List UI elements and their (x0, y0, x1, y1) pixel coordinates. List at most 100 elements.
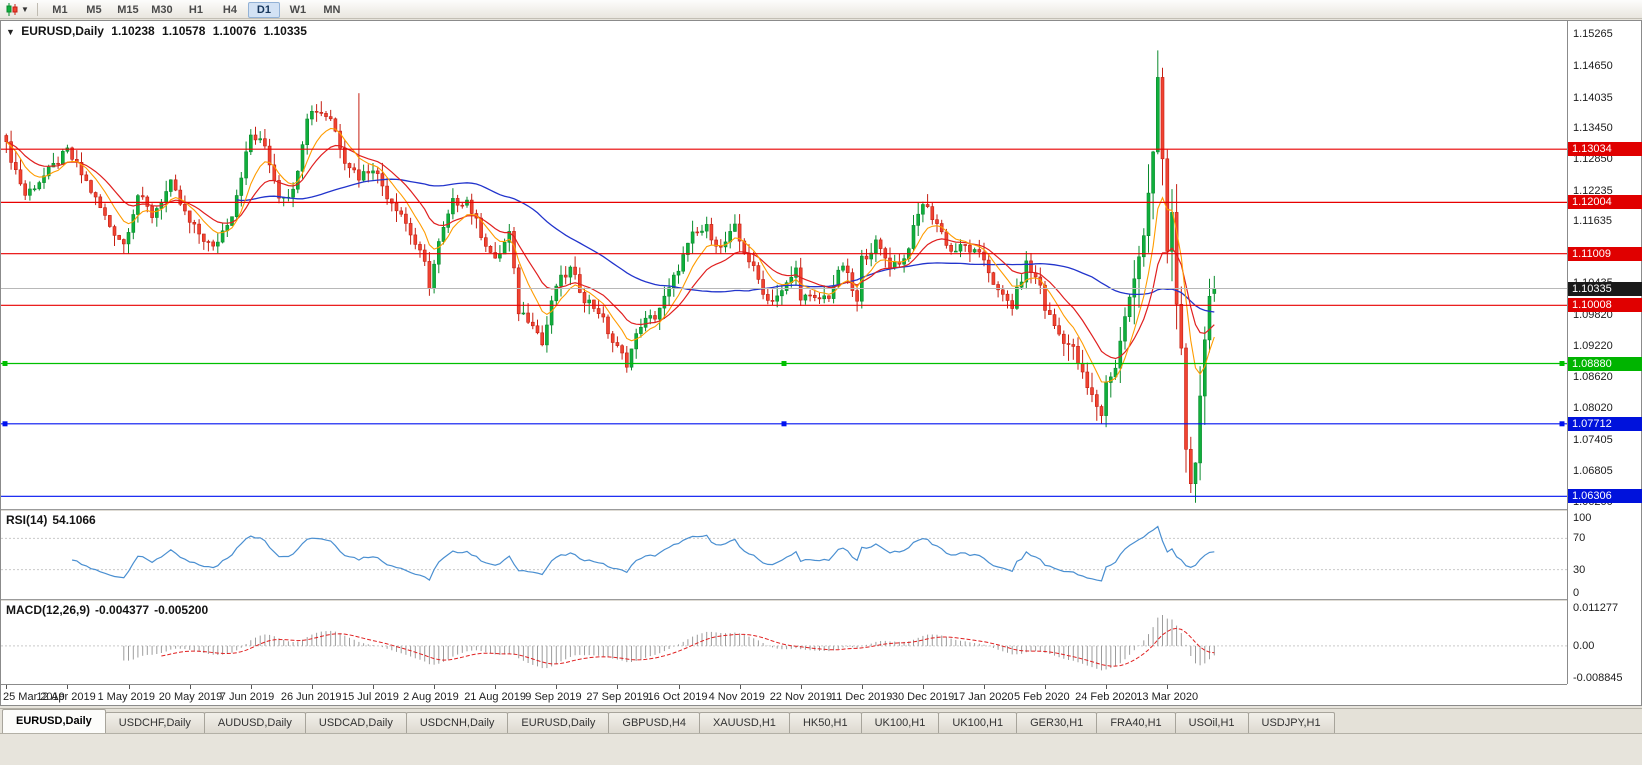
chart-window: ▼ EURUSD,Daily 1.10238 1.10578 1.10076 1… (0, 20, 1642, 706)
timeframe-button-h1[interactable]: H1 (188, 4, 203, 16)
ohlc-close: 1.10335 (263, 24, 307, 38)
date-tick (495, 685, 497, 689)
date-tick (67, 685, 69, 689)
chart-tab[interactable]: EURUSD,Daily (507, 712, 610, 733)
line-handle[interactable] (781, 361, 787, 366)
macd-signal-value: -0.005200 (154, 603, 209, 617)
chart-tab[interactable]: HK50,H1 (788, 712, 862, 733)
chart-tab[interactable]: USDCNH,Daily (405, 712, 509, 733)
line-handle[interactable] (2, 361, 8, 366)
timeframe-button-w1[interactable]: W1 (289, 4, 307, 16)
price-axis-label: 1.15265 (1573, 28, 1613, 41)
chart-tab[interactable]: AUDUSD,Daily (203, 712, 306, 733)
date-tick (739, 685, 741, 689)
main-price-chart[interactable] (1, 21, 1567, 509)
timeframe-button-m15[interactable]: M15 (117, 4, 139, 16)
pane-separator[interactable] (1, 599, 1641, 601)
macd-indicator-chart[interactable] (1, 601, 1567, 684)
date-tick (1167, 685, 1169, 689)
date-axis[interactable]: 25 Mar 2019 12 Apr 2019 1 May 2019 20 May 2… (1, 684, 1567, 705)
date-axis-label: 25 Mar 2019 (3, 691, 65, 703)
timeframe-button-m5[interactable]: M5 (86, 4, 102, 16)
collapse-chart-icon[interactable]: ▼ (6, 27, 15, 37)
date-axis-label: 24 Feb 2020 (1075, 691, 1137, 703)
price-level-badge: 1.06306 (1568, 489, 1642, 504)
date-axis-label: 27 Sep 2019 (586, 691, 649, 703)
pane-separator[interactable] (1, 509, 1641, 511)
timeframe-toolbar: ▼ M1 M5 M15 M30 H1 H4 D1 W1 MN (0, 0, 1642, 19)
price-axis[interactable]: 1.15265 1.14650 1.14035 1.13450 1.12850 1.122… (1567, 21, 1642, 684)
chart-tab[interactable]: UK100,H1 (860, 712, 940, 733)
chart-tab[interactable]: UK100,H1 (938, 712, 1018, 733)
toolbar-separator (36, 2, 38, 16)
macd-axis-label: 0.00 (1573, 639, 1595, 652)
date-axis-label: 21 Aug 2019 (464, 691, 526, 703)
line-handle[interactable] (1559, 361, 1565, 366)
rsi-guide-lines (1, 537, 1567, 571)
timeframe-button-m1[interactable]: M1 (52, 4, 68, 16)
price-axis-label: 1.12235 (1573, 184, 1613, 197)
date-axis-label: 7 Jun 2019 (219, 691, 275, 703)
price-level-badge: 1.07712 (1568, 416, 1642, 431)
line-handle[interactable] (781, 421, 787, 427)
chart-tab[interactable]: USDCHF,Daily (104, 712, 205, 733)
rsi-indicator-value: 54.1066 (52, 513, 96, 527)
chart-tab[interactable]: GBPUSD,H4 (608, 712, 700, 733)
rsi-axis-label: 0 (1573, 587, 1580, 599)
date-axis-label: 11 Dec 2019 (830, 691, 893, 703)
date-tick (861, 685, 863, 689)
chart-info-line: ▼ EURUSD,Daily 1.10238 1.10578 1.10076 1… (6, 24, 311, 38)
date-axis-label: 16 Oct 2019 (647, 691, 708, 703)
price-axis-label: 1.11635 (1573, 215, 1612, 228)
horizontal-level-lines[interactable] (1, 148, 1567, 497)
chart-tab[interactable]: FRA40,H1 (1096, 712, 1176, 733)
candles[interactable] (4, 50, 1217, 503)
ohlc-low: 1.10076 (212, 24, 257, 38)
date-axis-label: 22 Nov 2019 (769, 691, 833, 703)
date-axis-label: 15 Jul 2019 (342, 691, 399, 703)
ohlc-open: 1.10238 (111, 24, 155, 38)
date-axis-label: 13 Mar 2020 (1136, 691, 1199, 703)
price-axis-label: 1.08620 (1573, 370, 1613, 383)
price-axis-label: 1.08020 (1573, 401, 1613, 414)
date-axis-label: 9 Sep 2019 (525, 691, 582, 703)
chart-tab[interactable]: EURUSD,Daily (2, 709, 106, 733)
date-tick (311, 685, 313, 689)
chart-dropdown-icon[interactable]: ▼ (21, 4, 29, 14)
chart-symbol-period: EURUSD,Daily (21, 24, 104, 38)
date-axis-label: 26 Jun 2019 (280, 691, 342, 703)
timeframe-button-mn[interactable]: MN (323, 4, 341, 16)
line-handle[interactable] (2, 421, 8, 427)
price-axis-label: 1.09220 (1573, 340, 1613, 352)
date-tick (800, 685, 802, 689)
date-axis-label: 4 Nov 2019 (708, 691, 765, 703)
price-axis-label: 1.14650 (1573, 59, 1613, 72)
timeframe-button-h4[interactable]: H4 (222, 4, 237, 16)
date-tick (556, 685, 558, 689)
chart-tab[interactable]: XAUUSD,H1 (698, 712, 790, 733)
macd-histogram (123, 615, 1215, 671)
chart-tab[interactable]: USDCAD,Daily (304, 712, 407, 733)
timeframe-button-m30[interactable]: M30 (151, 4, 173, 16)
rsi-axis-label: 30 (1573, 563, 1586, 576)
price-axis-label: 1.06805 (1573, 464, 1613, 477)
line-handle[interactable] (1559, 421, 1565, 427)
date-tick (373, 685, 374, 689)
date-tick (250, 685, 252, 689)
date-axis-label: 2 Aug 2019 (403, 691, 459, 703)
price-level-badge: 1.12004 (1568, 195, 1642, 210)
chart-tab[interactable]: GER30,H1 (1016, 712, 1098, 733)
timeframe-button-d1[interactable]: D1 (247, 2, 280, 18)
chart-tab[interactable]: USOil,H1 (1174, 712, 1249, 733)
timeframe-buttons: M1 M5 M15 M30 H1 H4 D1 W1 MN (43, 0, 349, 18)
macd-indicator-name: MACD(12,26,9) (6, 603, 91, 617)
date-axis-label: 30 Dec 2019 (891, 691, 955, 703)
chart-tab[interactable]: USDJPY,H1 (1247, 712, 1335, 733)
chart-type-icon[interactable] (4, 2, 20, 16)
chart-tab-bar: EURUSD,Daily USDCHF,Daily AUDUSD,Daily USDC… (0, 708, 1642, 734)
date-tick (434, 685, 436, 689)
price-level-badge: 1.08880 (1568, 356, 1642, 371)
date-tick (984, 685, 985, 689)
rsi-indicator-chart[interactable] (1, 511, 1567, 599)
